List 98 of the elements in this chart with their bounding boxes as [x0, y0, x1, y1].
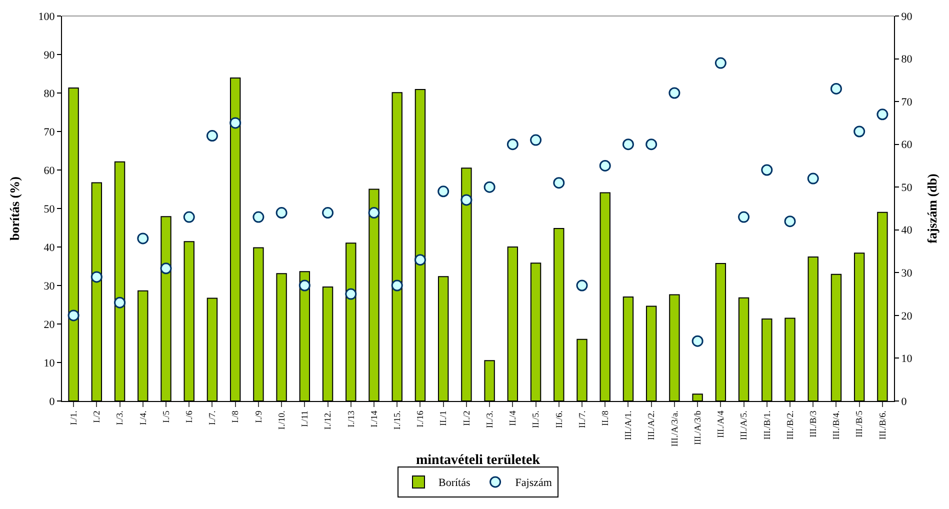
point — [160, 262, 172, 274]
y-tick-label: 100 — [38, 10, 56, 23]
y-tick-label: 50 — [44, 203, 56, 216]
x-tick-label: III./B/4. — [831, 410, 842, 440]
y-tick-label: 40 — [44, 242, 56, 254]
y2-tick-label: 20 — [901, 310, 913, 322]
point — [298, 280, 310, 292]
y-tick-label: 70 — [44, 126, 56, 138]
y-tick-label: 90 — [44, 49, 56, 62]
x-tick-label: I./2 — [92, 410, 102, 423]
x-tick-label: II./4 — [508, 410, 518, 426]
x-tick-label: II./8 — [600, 410, 610, 426]
point — [276, 207, 288, 219]
x-tick-label: III./A/3/b — [692, 410, 702, 445]
point — [68, 310, 80, 322]
y-tick-label: 60 — [44, 164, 56, 177]
point — [252, 211, 264, 223]
x-tick-label: II./3. — [484, 410, 494, 428]
point — [692, 335, 704, 347]
x-tick-label: I./1. — [68, 410, 78, 426]
x-tick-label: II./1 — [438, 410, 448, 426]
x-axis-title: mintavételi területek — [416, 452, 540, 468]
x-tick-label: II./7. — [576, 410, 587, 428]
legend-label: Borítás — [438, 477, 470, 490]
x-tick-label: III./A/5. — [738, 410, 749, 440]
x-tick-label: II./6. — [554, 410, 564, 428]
point — [599, 160, 611, 172]
y2-tick-label: 40 — [901, 224, 913, 237]
point — [345, 288, 357, 300]
point — [876, 108, 888, 120]
x-tick-label: I./13 — [346, 410, 356, 428]
x-tick-label: I./14 — [368, 410, 379, 428]
x-tick-label: III./A/1. — [623, 410, 634, 440]
x-tick-label: I./16 — [415, 410, 426, 428]
x-tick-label: I./4. — [138, 410, 148, 426]
x-tick-label: I./11 — [300, 410, 310, 428]
point — [622, 138, 634, 150]
y2-tick-label: 60 — [901, 139, 913, 152]
x-tick-label: I./15. — [392, 410, 402, 430]
y-tick-label: 0 — [49, 396, 56, 408]
x-tick-label: I./7. — [207, 410, 218, 426]
x-tick-label: I./3. — [114, 410, 125, 426]
x-tick-label: III./B/2. — [784, 410, 795, 440]
legend-label: Fajszám — [515, 477, 552, 490]
point — [183, 211, 195, 223]
point — [414, 254, 426, 266]
y-tick-label: 30 — [44, 280, 56, 292]
y2-tick-label: 10 — [901, 353, 913, 366]
y2-tick-label: 90 — [901, 10, 913, 23]
y2-tick-label: 80 — [901, 54, 913, 66]
x-tick-label: I./6 — [184, 410, 194, 423]
point — [576, 280, 588, 292]
y2-tick-label: 0 — [901, 396, 908, 408]
y-axis-title: borítás (%) — [7, 176, 22, 240]
point — [460, 194, 472, 206]
point — [391, 280, 403, 292]
point — [646, 138, 658, 150]
point — [784, 216, 796, 228]
x-tick-label: III./A/2. — [646, 410, 656, 440]
point — [484, 181, 496, 193]
point — [553, 177, 565, 189]
x-tick-label: I./5 — [160, 410, 171, 423]
x-tick-label: I./12. — [322, 410, 333, 430]
point — [668, 87, 680, 99]
point — [438, 186, 450, 198]
point — [506, 138, 518, 150]
point — [90, 271, 102, 283]
x-tick-label: I./8 — [230, 410, 240, 423]
point — [714, 57, 726, 69]
x-tick-label: III./B/3 — [808, 410, 818, 438]
point — [530, 134, 542, 146]
point — [738, 211, 750, 223]
point — [368, 207, 380, 219]
point — [830, 82, 842, 94]
x-tick-label: III./B/1. — [762, 410, 772, 440]
x-tick-label: III./A/3/a. — [669, 410, 680, 447]
point — [206, 130, 218, 142]
point — [137, 232, 149, 244]
y-tick-label: 20 — [44, 318, 56, 331]
point — [322, 207, 334, 219]
point — [114, 296, 126, 308]
x-tick-label: II./5. — [530, 410, 541, 428]
x-tick-label: III./A/4 — [716, 410, 726, 438]
x-tick-label: III./B/6. — [877, 410, 888, 440]
y2-tick-label: 30 — [901, 268, 913, 280]
y2-tick-label: 50 — [901, 182, 913, 194]
x-tick-label: I./9 — [253, 410, 264, 423]
x-tick-label: I./10. — [276, 410, 286, 430]
x-tick-label: II./2 — [461, 410, 472, 426]
point — [854, 126, 866, 138]
point — [807, 172, 819, 184]
point — [230, 117, 242, 129]
y2-axis-title: fajszám (db) — [924, 174, 940, 244]
y-tick-label: 10 — [44, 357, 56, 370]
y2-tick-label: 70 — [901, 96, 913, 108]
y-tick-label: 80 — [44, 88, 56, 100]
x-tick-label: III./B/5 — [854, 410, 864, 438]
point — [761, 164, 773, 176]
